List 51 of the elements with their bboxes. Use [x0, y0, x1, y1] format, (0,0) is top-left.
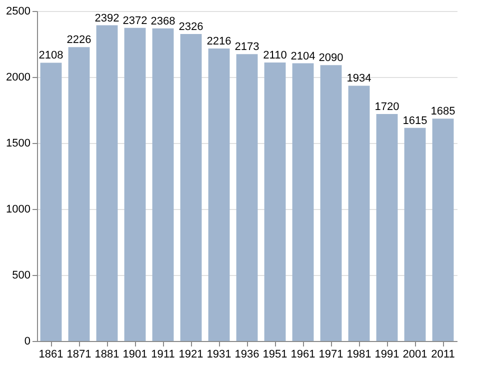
- bar: [348, 86, 370, 341]
- x-tick-label: 1921: [178, 348, 204, 360]
- bar: [264, 62, 286, 341]
- data-label: 2090: [318, 52, 344, 64]
- data-label: 1720: [374, 100, 400, 113]
- bar: [68, 47, 90, 341]
- y-tick-label: 1500: [6, 138, 30, 150]
- data-label: 2372: [122, 14, 148, 27]
- bar: [40, 62, 62, 341]
- x-tick-label: 1901: [122, 348, 148, 360]
- x-tick-label: 1936: [234, 348, 260, 360]
- data-label: 2110: [263, 49, 287, 62]
- x-tick-label: 1971: [318, 348, 344, 360]
- data-label: 2173: [234, 41, 260, 54]
- data-label: 2368: [150, 15, 176, 28]
- y-tick-label: 2500: [6, 6, 30, 18]
- x-tick-label: 1981: [346, 348, 372, 360]
- y-tick-label: 0: [24, 336, 30, 348]
- bar: [152, 28, 174, 341]
- bar: [180, 34, 202, 341]
- y-tick-label: 1000: [6, 204, 30, 216]
- x-tick-label: 1951: [262, 348, 288, 360]
- bar: [404, 128, 426, 341]
- x-tick-label: 2011: [431, 348, 455, 360]
- x-tick-label: 2001: [402, 348, 428, 360]
- x-tick-label: 1861: [38, 348, 64, 360]
- bar: [432, 118, 454, 341]
- y-tick-label: 2000: [6, 72, 30, 84]
- data-label: 2216: [206, 35, 232, 48]
- bar: [208, 48, 230, 341]
- bar: [292, 63, 314, 341]
- bar: [96, 25, 118, 341]
- data-label: 1934: [346, 72, 372, 85]
- data-label: 2392: [94, 12, 120, 24]
- bar: [236, 54, 258, 341]
- x-tick-label: 1871: [66, 348, 92, 360]
- data-label: 2104: [290, 50, 316, 62]
- bar: [320, 65, 342, 341]
- bar: [376, 114, 398, 341]
- data-label: 2326: [178, 20, 204, 33]
- data-label: 2108: [38, 50, 64, 62]
- x-tick-label: 1931: [206, 348, 232, 360]
- x-tick-label: 1991: [374, 348, 400, 360]
- y-tick-label: 500: [12, 270, 30, 282]
- data-label: 2226: [66, 34, 92, 46]
- data-label: 1685: [430, 106, 456, 118]
- x-tick-label: 1961: [290, 348, 316, 360]
- x-tick-label: 1911: [151, 348, 175, 360]
- bar: [124, 28, 146, 341]
- x-tick-label: 1881: [94, 348, 120, 360]
- data-label: 1615: [402, 114, 428, 127]
